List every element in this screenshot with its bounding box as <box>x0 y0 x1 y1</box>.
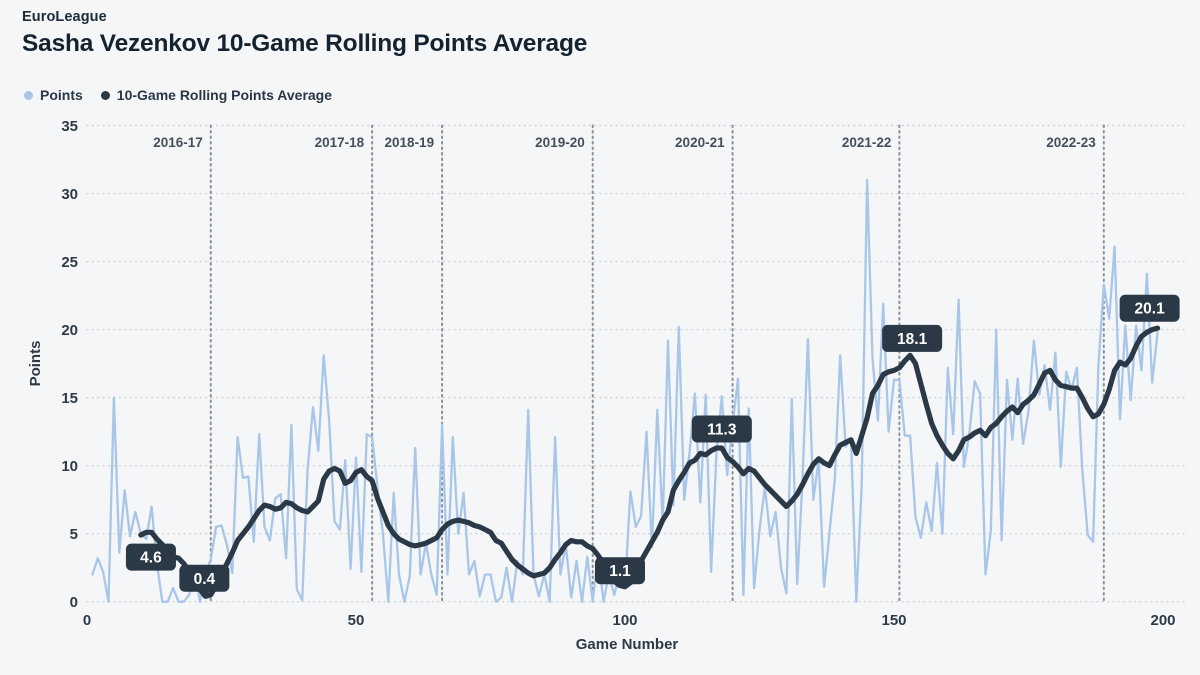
annotation-callout-4.6: 4.6 <box>125 543 176 571</box>
chart-header: EuroLeague Sasha Vezenkov 10-Game Rollin… <box>22 9 587 58</box>
x-tick-label-0: 0 <box>83 612 91 629</box>
legend-label-points: Points <box>40 87 83 103</box>
y-axis-title: Points <box>27 341 44 387</box>
season-label-2016-17: 2016-17 <box>153 135 203 150</box>
annotation-value: 4.6 <box>140 550 162 567</box>
annotation-callout-18.1: 18.1 <box>882 324 943 352</box>
y-tick-label-30: 30 <box>61 186 78 203</box>
annotation-box <box>882 324 943 352</box>
season-label-2020-21: 2020-21 <box>675 135 725 150</box>
annotation-callout-0.4: 0.4 <box>179 564 230 598</box>
annotation-box <box>179 564 230 592</box>
season-dividers: 2016-17 2017-18 2018-19 2019-20 2020-21 2021-… <box>153 124 1105 603</box>
legend-item-rolling-average: 10-Game Rolling Points Average <box>100 87 333 103</box>
y-tick-label-35: 35 <box>61 118 78 135</box>
annotation-box <box>691 415 752 443</box>
legend-label-rolling-average: 10-Game Rolling Points Average <box>116 87 333 103</box>
annotation-value: 0.4 <box>194 571 216 588</box>
annotation-value: 1.1 <box>609 563 631 580</box>
y-tick-label-5: 5 <box>70 526 78 543</box>
x-tick-label-150: 150 <box>881 612 906 629</box>
x-axis-title: Game Number <box>576 636 679 653</box>
y-tick-label-15: 15 <box>61 390 78 407</box>
chart-legend: Points 10-Game Rolling Points Average <box>24 87 332 103</box>
chart-title: Sasha Vezenkov 10-Game Rolling Points Av… <box>22 30 588 57</box>
x-tick-label-100: 100 <box>612 612 637 629</box>
axis-tick-labels: 0 5 10 15 20 25 30 35 0 50 100 150 200 Points Game Num… <box>27 118 1176 653</box>
annotation-callout-11.3: 11.3 <box>691 415 752 443</box>
y-tick-label-0: 0 <box>70 594 78 611</box>
points-series-line <box>91 178 1159 603</box>
annotation-box <box>1119 294 1180 322</box>
annotation-box <box>595 557 645 585</box>
annotation-callout-1.1: 1.1 <box>595 557 645 585</box>
annotation-callout-20.1: 20.1 <box>1119 294 1180 322</box>
season-label-2017-18: 2017-18 <box>315 135 365 150</box>
annotation-value: 18.1 <box>897 331 928 348</box>
x-tick-label-200: 200 <box>1150 612 1175 629</box>
season-label-2018-19: 2018-19 <box>385 135 435 150</box>
legend-item-points: Points <box>24 87 83 103</box>
season-label-2021-22: 2021-22 <box>842 135 892 150</box>
y-tick-label-10: 10 <box>61 458 78 475</box>
points-series-dot-icon <box>24 90 33 100</box>
x-tick-label-50: 50 <box>348 612 365 629</box>
annotation-value: 11.3 <box>707 421 737 438</box>
y-tick-label-20: 20 <box>61 322 78 339</box>
chart-kicker: EuroLeague <box>22 9 107 25</box>
annotation-box <box>125 543 176 571</box>
season-label-2022-23: 2022-23 <box>1046 135 1096 150</box>
rolling-average-series-dot-icon <box>100 90 110 100</box>
annotation-caret-icon <box>198 590 211 598</box>
rolling-average-line <box>138 325 1161 599</box>
y-tick-label-25: 25 <box>61 254 78 271</box>
season-label-2019-20: 2019-20 <box>535 135 585 150</box>
annotation-value: 20.1 <box>1135 301 1166 318</box>
annotation-callouts: 4.6 0.4 1.1 11.3 18.1 20.1 <box>125 294 1180 598</box>
